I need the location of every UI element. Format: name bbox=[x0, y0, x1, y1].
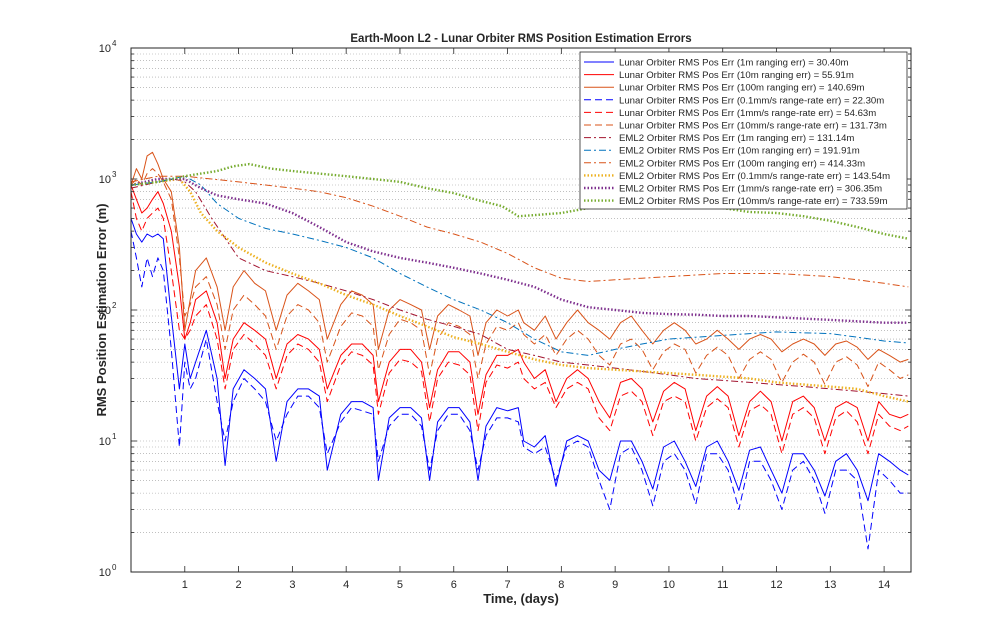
series-line-10 bbox=[131, 177, 909, 403]
x-tick-label: 6 bbox=[451, 579, 457, 591]
series-line-3 bbox=[131, 151, 909, 363]
legend-entry-label: EML2 Orbiter RMS Pos Err (10m ranging er… bbox=[619, 146, 860, 157]
legend-entry-label: Lunar Orbiter RMS Pos Err (10m ranging e… bbox=[619, 70, 854, 81]
chart-title: Earth-Moon L2 - Lunar Orbiter RMS Positi… bbox=[350, 33, 691, 45]
y-tick-exponent: 4 bbox=[112, 39, 117, 48]
x-tick-label: 1 bbox=[182, 579, 188, 591]
y-tick-exponent: 2 bbox=[112, 301, 117, 310]
x-tick-label: 9 bbox=[612, 579, 618, 591]
y-axis-label: RMS Position Estimation Error (m) bbox=[94, 203, 109, 416]
legend-entry-label: Lunar Orbiter RMS Pos Err (10mm/s range-… bbox=[619, 121, 887, 132]
axis-ticks bbox=[131, 47, 911, 573]
x-tick-label: 14 bbox=[878, 579, 890, 591]
legend-entry-label: EML2 Orbiter RMS Pos Err (100m ranging e… bbox=[619, 158, 865, 169]
x-axis-label: Time, (days) bbox=[483, 591, 559, 606]
y-tick-label: 10 bbox=[99, 567, 111, 579]
legend-entry-label: EML2 Orbiter RMS Pos Err (10mm/s range-r… bbox=[619, 196, 887, 207]
x-tick-label: 12 bbox=[770, 579, 782, 591]
series-line-12 bbox=[131, 162, 909, 240]
x-tick-label: 7 bbox=[504, 579, 510, 591]
x-tick-label: 2 bbox=[236, 579, 242, 591]
series-line-9 bbox=[131, 175, 909, 288]
y-gridlines bbox=[131, 53, 911, 533]
legend-entry-label: EML2 Orbiter RMS Pos Err (1m ranging err… bbox=[619, 133, 854, 144]
x-tick-label: 8 bbox=[558, 579, 564, 591]
x-tick-label: 3 bbox=[289, 579, 295, 591]
y-tick-label: 10 bbox=[99, 436, 111, 448]
series-line-1 bbox=[131, 218, 909, 502]
y-tick-label: 10 bbox=[99, 174, 111, 186]
x-tick-label: 10 bbox=[663, 579, 675, 591]
x-tick-label: 4 bbox=[343, 579, 349, 591]
legend-entry-label: Lunar Orbiter RMS Pos Err (100m ranging … bbox=[619, 83, 865, 94]
series-line-6 bbox=[131, 168, 909, 388]
legend-entry-label: Lunar Orbiter RMS Pos Err (1mm/s range-r… bbox=[619, 108, 876, 119]
legend-entry-label: Lunar Orbiter RMS Pos Err (1m ranging er… bbox=[619, 58, 849, 69]
x-tick-label: 5 bbox=[397, 579, 403, 591]
legend-box bbox=[579, 51, 908, 210]
x-tick-labels: 1 2 3 4 5 6 7 8 9 10 11 12 13 14 bbox=[182, 579, 890, 591]
y-tick-label: 10 bbox=[99, 305, 111, 317]
series-line-7 bbox=[131, 178, 909, 397]
y-tick-exponent: 3 bbox=[112, 170, 117, 179]
series-line-5 bbox=[131, 191, 909, 455]
series-line-4 bbox=[131, 231, 909, 550]
series-line-8 bbox=[131, 175, 909, 356]
legend: Lunar Orbiter RMS Pos Err (1m ranging er… bbox=[579, 51, 908, 210]
legend-entry-label: EML2 Orbiter RMS Pos Err (0.1mm/s range-… bbox=[619, 171, 890, 182]
series-line-11 bbox=[131, 177, 909, 324]
x-tick-label: 13 bbox=[824, 579, 836, 591]
series-lines bbox=[131, 151, 909, 550]
series-line-2 bbox=[131, 184, 909, 442]
y-tick-exponent: 0 bbox=[112, 563, 117, 572]
legend-entry-label: EML2 Orbiter RMS Pos Err (1mm/s range-ra… bbox=[619, 184, 882, 195]
x-tick-label: 11 bbox=[717, 579, 728, 591]
y-tick-exponent: 1 bbox=[112, 432, 117, 441]
legend-entry-label: Lunar Orbiter RMS Pos Err (0.1mm/s range… bbox=[619, 95, 884, 106]
y-tick-label: 10 bbox=[99, 43, 111, 55]
